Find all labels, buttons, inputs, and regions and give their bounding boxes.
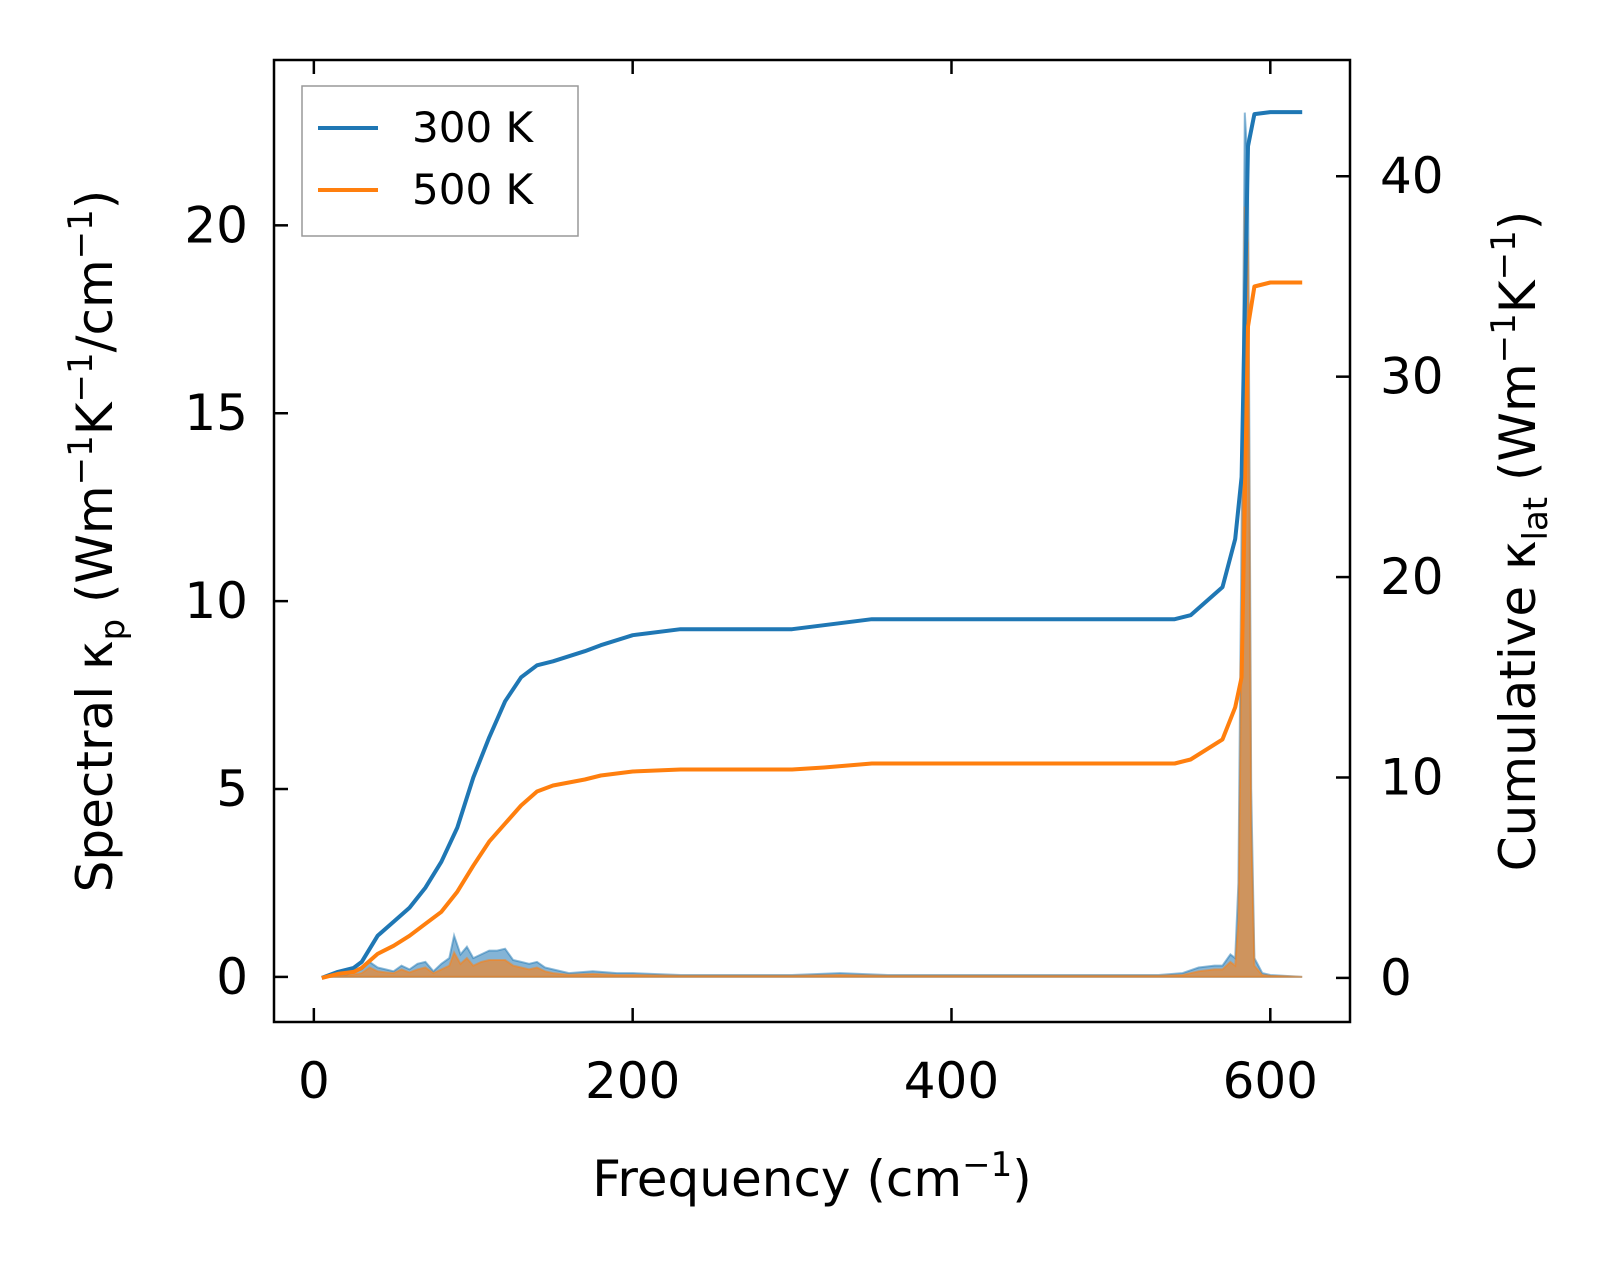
- x-tick-label: 0: [298, 1052, 330, 1110]
- y-axis-right-label: Cumulative κlat (Wm−1K−1): [1484, 211, 1556, 871]
- plot-frame: [272, 58, 1352, 1024]
- x-tick-label: 600: [1223, 1052, 1318, 1110]
- y-right-tick-label: 40: [1380, 147, 1444, 205]
- cumulative-line-layer: [321, 110, 1303, 980]
- y-left-tick-label: 5: [216, 760, 248, 818]
- x-tick-label: 400: [904, 1052, 999, 1110]
- y-axis-left-label: Spectral κp (Wm−1K−1/cm−1): [61, 190, 133, 893]
- y-right-tick-label: 10: [1380, 748, 1444, 806]
- legend-label-300k: 300 K: [412, 103, 535, 152]
- y-left-tick-label: 10: [184, 572, 248, 630]
- x-axis-label: Frequency (cm−1): [592, 1145, 1032, 1208]
- legend: 300 K 500 K: [301, 85, 579, 237]
- x-tick-label: 200: [585, 1052, 680, 1110]
- legend-label-500k: 500 K: [412, 165, 535, 214]
- y-left-tick-label: 15: [184, 384, 248, 442]
- spectral-area-layer: [321, 112, 1303, 978]
- cumulative-line-500k: [321, 280, 1303, 980]
- y-right-tick-label: 30: [1380, 348, 1444, 406]
- cumulative-line-300k: [321, 110, 1303, 980]
- y-left-tick-label: 20: [184, 196, 248, 254]
- y-right-tick-label: 0: [1380, 949, 1412, 1007]
- y-right-tick-label: 20: [1380, 548, 1444, 606]
- spectral-area-500k: [321, 206, 1303, 978]
- legend-box: [301, 85, 579, 237]
- y-left-tick-label: 0: [216, 948, 248, 1006]
